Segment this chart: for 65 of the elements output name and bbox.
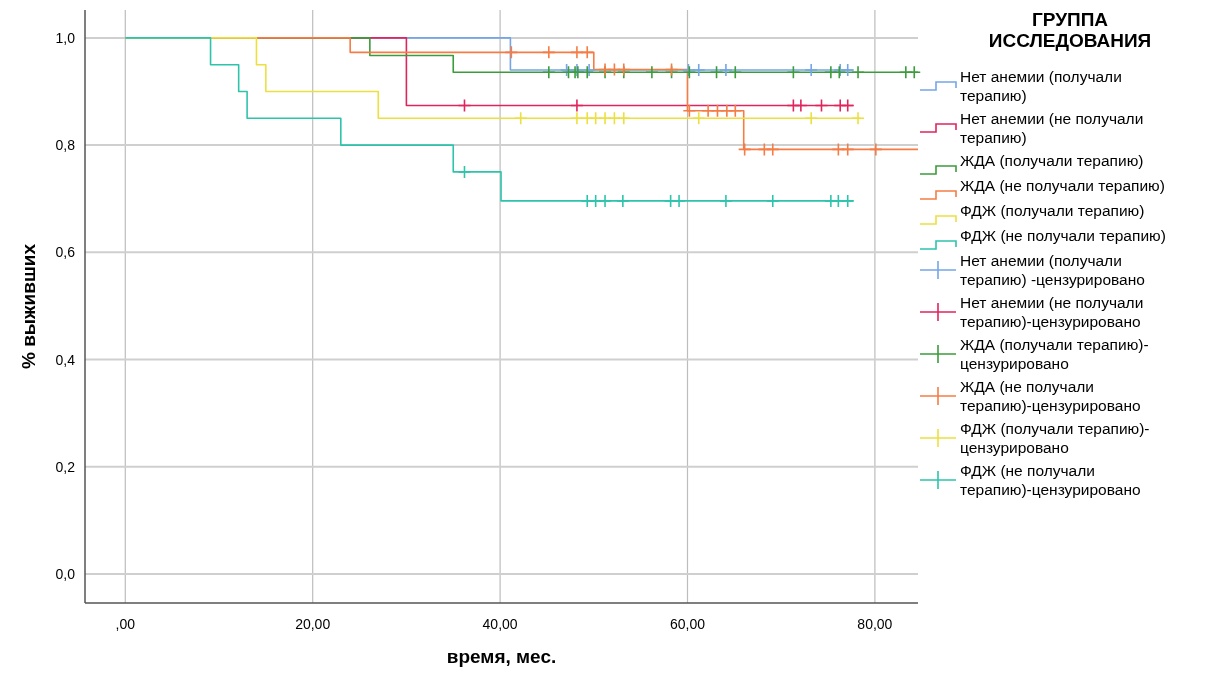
point: [457, 98, 472, 113]
y-axis-title: % выживших: [18, 243, 39, 369]
legend-title: ГРУППА ИССЛЕДОВАНИЯ: [988, 9, 1152, 51]
legend-label: Нет анемии (не получали терапию)-цензурировано: [960, 294, 1144, 330]
point: [907, 65, 922, 79]
point: [765, 194, 780, 208]
point: [709, 65, 724, 79]
point: [645, 65, 659, 79]
x-axis-title: время, мес.: [446, 646, 557, 667]
point: [794, 98, 808, 113]
point: [728, 104, 743, 118]
point: [869, 142, 883, 157]
point: [804, 111, 818, 126]
legend-label: ФДЖ (получали терапию)-цензурировано: [960, 420, 1150, 456]
legend-label: Нет анемии (получали терапию) -цензурировано: [960, 252, 1145, 288]
point: [814, 98, 829, 113]
point: [765, 142, 780, 157]
point: [786, 65, 801, 79]
point: [542, 65, 556, 79]
y-tick-label: 0,4: [55, 351, 76, 368]
point: [840, 194, 855, 208]
point: [719, 194, 733, 208]
point: [728, 65, 743, 79]
point: [804, 63, 818, 77]
point: [737, 142, 752, 157]
point: [851, 111, 865, 126]
point: [840, 98, 855, 113]
point: [570, 45, 584, 60]
x-tick-label: 40,00: [482, 616, 518, 632]
x-tick-label: 20,00: [295, 616, 331, 632]
point: [542, 45, 556, 60]
point: [682, 104, 697, 118]
y-tick-label: 0,0: [55, 566, 76, 583]
legend-label: ЖДА (получали терапию): [960, 152, 1144, 169]
point: [570, 98, 584, 113]
point: [598, 194, 612, 208]
point: [719, 63, 733, 77]
point: [504, 45, 519, 60]
point: [840, 63, 855, 77]
x-tick-label: 60,00: [669, 616, 706, 632]
y-tick-label: 0,8: [55, 137, 76, 154]
legend-label: ЖДА (не получали терапию)-цензурировано: [960, 378, 1141, 414]
point: [840, 142, 855, 157]
x-tick-label: 80,00: [857, 616, 893, 632]
legend-label: Нет анемии (получали терапию): [960, 68, 1122, 104]
y-tick-label: 1,0: [55, 29, 76, 46]
x-tick-label: ,00: [115, 616, 136, 632]
point: [616, 111, 631, 126]
point: [851, 65, 865, 79]
point: [691, 111, 706, 126]
legend-label: ФДЖ (не получали терапию): [960, 227, 1166, 244]
point: [616, 194, 630, 208]
point: [691, 63, 706, 77]
legend-label: ЖДА (не получали терапию): [960, 177, 1165, 194]
y-tick-label: 0,6: [55, 244, 76, 261]
y-tick-label: 0,2: [55, 458, 76, 475]
legend-label: ФДЖ (получали терапию): [960, 202, 1145, 219]
point: [513, 111, 528, 126]
point: [570, 111, 584, 126]
point: [672, 194, 686, 208]
legend-label: ЖДА (получали терапию)-цензурировано: [960, 336, 1149, 372]
legend-label: Нет анемии (не получали терапию): [960, 110, 1144, 146]
point: [457, 165, 472, 179]
point: [580, 45, 595, 60]
legend-label: ФДЖ (не получали терапию)-цензурировано: [960, 462, 1141, 498]
